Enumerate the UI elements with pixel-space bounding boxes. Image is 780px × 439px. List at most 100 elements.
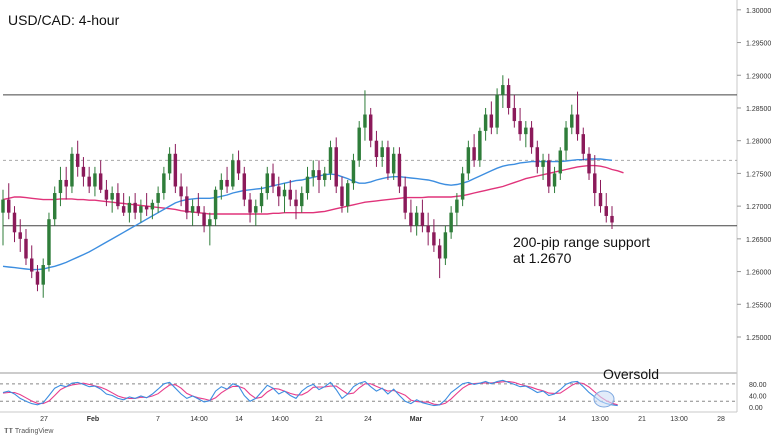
candle-body xyxy=(156,193,160,203)
candle-body xyxy=(506,85,511,108)
candle-body xyxy=(460,173,465,200)
candle-body xyxy=(414,212,419,226)
candle-body xyxy=(30,258,34,272)
candle-body xyxy=(483,114,488,131)
candle-body xyxy=(202,212,206,226)
candle-body xyxy=(518,121,522,135)
oversold-highlight-circle xyxy=(593,390,615,408)
candle-body xyxy=(598,193,603,207)
candle-body xyxy=(288,189,292,200)
price-tick-label: 1.27000 xyxy=(746,204,771,211)
candle-body xyxy=(443,232,448,259)
candle-body xyxy=(552,173,557,187)
candle-body xyxy=(397,153,402,187)
candle-body xyxy=(58,179,63,194)
candle-body xyxy=(190,206,195,213)
candle-body xyxy=(213,189,218,220)
candle-body xyxy=(24,238,28,259)
candle-body xyxy=(47,219,51,266)
candle-body xyxy=(104,189,109,200)
candle-body xyxy=(87,176,91,187)
stoch-k-line xyxy=(2,379,618,407)
tradingview-label: TradingView xyxy=(14,428,54,435)
candle-body xyxy=(575,114,580,135)
price-tick-label: 1.26500 xyxy=(746,237,771,244)
candle-body xyxy=(305,176,310,194)
candle-body xyxy=(323,173,327,180)
candle-body xyxy=(300,193,304,207)
candle-body xyxy=(403,186,407,213)
candle-body xyxy=(374,140,379,158)
candle-body xyxy=(581,134,585,154)
candle-body xyxy=(265,173,270,194)
time-tick-label: Mar xyxy=(410,416,423,423)
candle-body xyxy=(455,199,459,213)
candle-body xyxy=(420,212,425,226)
support-annotation-line2: at 1.2670 xyxy=(513,250,572,266)
candle-body xyxy=(35,271,40,285)
time-tick-label: 13:00 xyxy=(591,416,609,423)
candle-body xyxy=(334,147,338,187)
candle-body xyxy=(18,232,22,239)
candle-body xyxy=(162,173,166,194)
candle-body xyxy=(501,85,505,95)
candle-body xyxy=(75,153,80,167)
price-tick-label: 1.30000 xyxy=(746,8,771,15)
candle-body xyxy=(7,199,11,213)
candle-body xyxy=(150,202,155,210)
time-tick-label: 14 xyxy=(558,416,566,423)
candle-body xyxy=(81,166,86,177)
time-tick-label: 13:00 xyxy=(670,416,688,423)
candle-body xyxy=(570,114,574,128)
support-annotation-line1: 200-pip range support xyxy=(513,234,650,250)
time-tick-label: 14:00 xyxy=(190,416,208,423)
candle-body xyxy=(604,206,608,216)
candle-body xyxy=(512,107,517,122)
price-tick-label: 1.28000 xyxy=(746,139,771,146)
candle-body xyxy=(1,199,5,213)
tradingview-logo: 𝐓𝐓 TradingView xyxy=(4,428,53,436)
candle-body xyxy=(121,206,126,213)
candle-body xyxy=(277,186,281,197)
candle-body xyxy=(127,202,132,213)
candle-body xyxy=(541,160,545,167)
candle-body xyxy=(236,160,241,174)
tradingview-icon: 𝐓𝐓 xyxy=(4,428,14,435)
time-tick-label: 28 xyxy=(717,416,725,423)
candle-body xyxy=(386,147,390,174)
candle-body xyxy=(98,173,103,190)
time-tick-label: 14:00 xyxy=(500,416,518,423)
candle-body xyxy=(587,153,591,174)
candle-body xyxy=(64,179,68,187)
candle-body xyxy=(328,147,333,174)
candle-body xyxy=(93,173,97,187)
candle-body xyxy=(208,219,212,226)
candle-body xyxy=(351,160,356,184)
candle-body xyxy=(259,193,264,207)
time-tick-label: 21 xyxy=(315,416,323,423)
candle-body xyxy=(144,206,149,210)
candle-body xyxy=(254,206,258,213)
candle-body xyxy=(52,193,57,220)
candle-body xyxy=(225,179,229,187)
price-tick-label: 1.29500 xyxy=(746,41,771,48)
candle-body xyxy=(593,173,597,194)
candle-body xyxy=(167,153,172,174)
candle-body xyxy=(271,173,275,187)
candle-body xyxy=(317,170,321,180)
candle-body xyxy=(196,206,201,213)
candle-body xyxy=(529,127,534,148)
price-tick-label: 1.27500 xyxy=(746,171,771,178)
candle-body xyxy=(110,193,114,200)
price-tick-label: 1.25000 xyxy=(746,335,771,342)
candle-body xyxy=(368,114,373,141)
candle-body xyxy=(70,153,74,187)
time-tick-label: 27 xyxy=(40,416,48,423)
time-tick-label: 7 xyxy=(480,416,484,423)
candle-body xyxy=(547,160,551,187)
oversold-annotation: Oversold xyxy=(603,366,659,382)
candle-body xyxy=(133,202,137,213)
candle-body xyxy=(282,189,287,197)
candlesticks xyxy=(1,75,614,298)
time-tick-label: 7 xyxy=(156,416,160,423)
